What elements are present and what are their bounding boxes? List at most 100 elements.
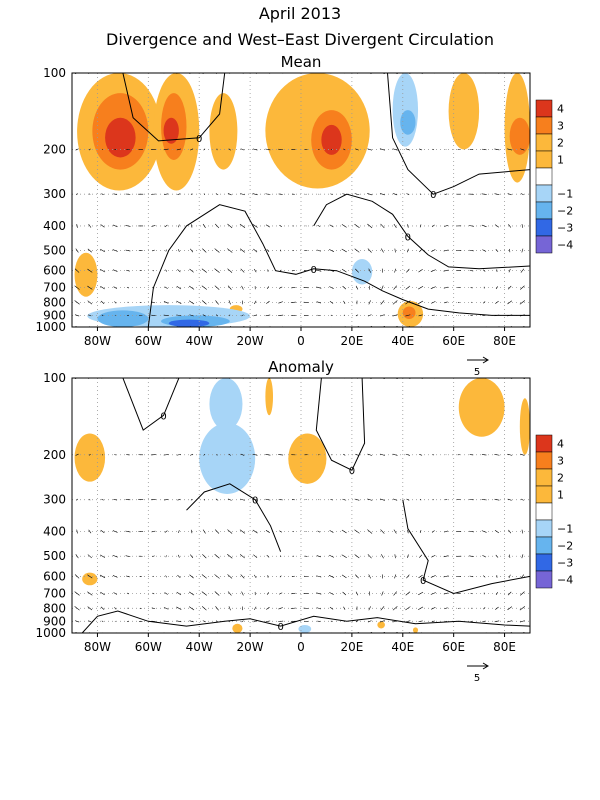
vector-arrow (253, 248, 258, 253)
vector-arrow (253, 574, 257, 579)
vector-arrow (329, 554, 335, 558)
vector-arrow (329, 286, 334, 290)
vector-arrow (316, 575, 322, 578)
vector-arrow (252, 529, 258, 534)
colorbar-swatch (535, 434, 553, 453)
vector-arrow (481, 499, 487, 501)
vector-arrow (214, 285, 220, 290)
vector-arrow (379, 193, 385, 196)
vector-arrow (76, 223, 78, 228)
colorbar: 4 3 2 1 −1 −2 −3 −4 (535, 99, 573, 254)
vector-arrow (507, 620, 513, 623)
vector-arrow (112, 269, 118, 272)
divergence-region (377, 621, 385, 629)
vector-arrow (114, 607, 117, 610)
vector-arrow (279, 575, 282, 578)
vector-arrow (394, 574, 397, 579)
contour-line (122, 378, 180, 431)
vector-arrow (393, 591, 397, 596)
vector-arrow (443, 592, 449, 595)
vector-arrow (240, 498, 245, 501)
vector-arrow (163, 148, 169, 151)
vector-arrow (279, 269, 282, 272)
contour-label: 0 (196, 134, 202, 145)
vector-arrow (278, 454, 284, 456)
vector-arrow (125, 555, 131, 558)
colorbar-swatch (535, 201, 553, 220)
vector-arrow (354, 223, 360, 228)
convergence-region (392, 73, 419, 147)
vector-arrow (227, 529, 233, 534)
x-tick-label: 80W (84, 334, 111, 348)
vector-arrow (241, 591, 244, 596)
vector-arrow (74, 314, 80, 317)
x-tick-label: 40E (391, 640, 414, 654)
vector-arrow (318, 148, 320, 151)
vector-arrow (520, 268, 525, 273)
vector-arrow (521, 554, 524, 559)
vector-arrow (266, 554, 270, 558)
vector-arrow (241, 285, 244, 290)
y-tick-label: 900 (43, 614, 66, 628)
y-tick-label: 500 (43, 549, 66, 563)
vector-arrow (87, 285, 93, 290)
vector-arrow (202, 554, 207, 559)
y-tick-label: 1000 (35, 320, 66, 334)
x-tick-label: 60E (442, 640, 465, 654)
vector-arrow (330, 498, 333, 501)
vector-arrow (379, 498, 385, 501)
y-tick-label: 100 (43, 66, 66, 80)
vector-arrow (266, 286, 269, 290)
vector-arrow (190, 248, 194, 253)
vector-arrow (165, 269, 168, 272)
vector-arrow (367, 248, 372, 253)
divergence-region (509, 117, 530, 155)
contour-label: 0 (311, 265, 317, 276)
vector-arrow (240, 148, 245, 151)
vector-arrow (190, 224, 193, 228)
vector-arrow (214, 574, 220, 579)
vector-arrow (252, 498, 258, 501)
vector-arrow (87, 574, 93, 579)
vector-arrow (367, 314, 372, 317)
vector-arrow (214, 529, 220, 534)
vector-arrow (355, 453, 359, 456)
vector-arrow (431, 249, 436, 252)
vector-arrow (392, 148, 398, 151)
vector-arrow (318, 454, 320, 456)
divergence-region (163, 117, 179, 144)
vector-arrow (201, 268, 207, 273)
vector-arrow (203, 148, 206, 151)
vector-arrow (189, 148, 194, 151)
vector-arrow (431, 530, 435, 533)
vector-arrow (316, 592, 322, 595)
vector-arrow (203, 193, 205, 196)
vector-arrow (405, 620, 411, 623)
vector-arrow (418, 268, 423, 273)
vector-arrow (368, 300, 371, 305)
vector-arrow (152, 592, 155, 595)
vector-arrow (126, 575, 130, 578)
vector-arrow (176, 314, 182, 317)
vector-arrow (392, 453, 398, 456)
colorbar-label: 1 (557, 489, 564, 502)
panel-title: Anomaly (268, 358, 334, 376)
vector-arrow (216, 314, 218, 317)
vector-arrow (381, 248, 384, 253)
vector-arrow (126, 592, 130, 595)
colorbar-swatch (535, 451, 553, 470)
vector-arrow (292, 225, 294, 227)
vector-arrow (343, 300, 346, 305)
vector-arrow (393, 193, 398, 196)
vector-arrow (176, 591, 182, 596)
vector-arrow (164, 193, 169, 195)
vector-arrow (508, 268, 511, 273)
vector-arrow (201, 300, 207, 305)
vector-arrow (177, 193, 181, 195)
vector-arrow (470, 592, 473, 595)
y-tick-label: 400 (43, 525, 66, 539)
vector-arrow (176, 300, 182, 304)
vector-arrow (227, 268, 233, 273)
figure-title-date: April 2013 (258, 4, 342, 23)
vector-arrow (215, 498, 219, 501)
